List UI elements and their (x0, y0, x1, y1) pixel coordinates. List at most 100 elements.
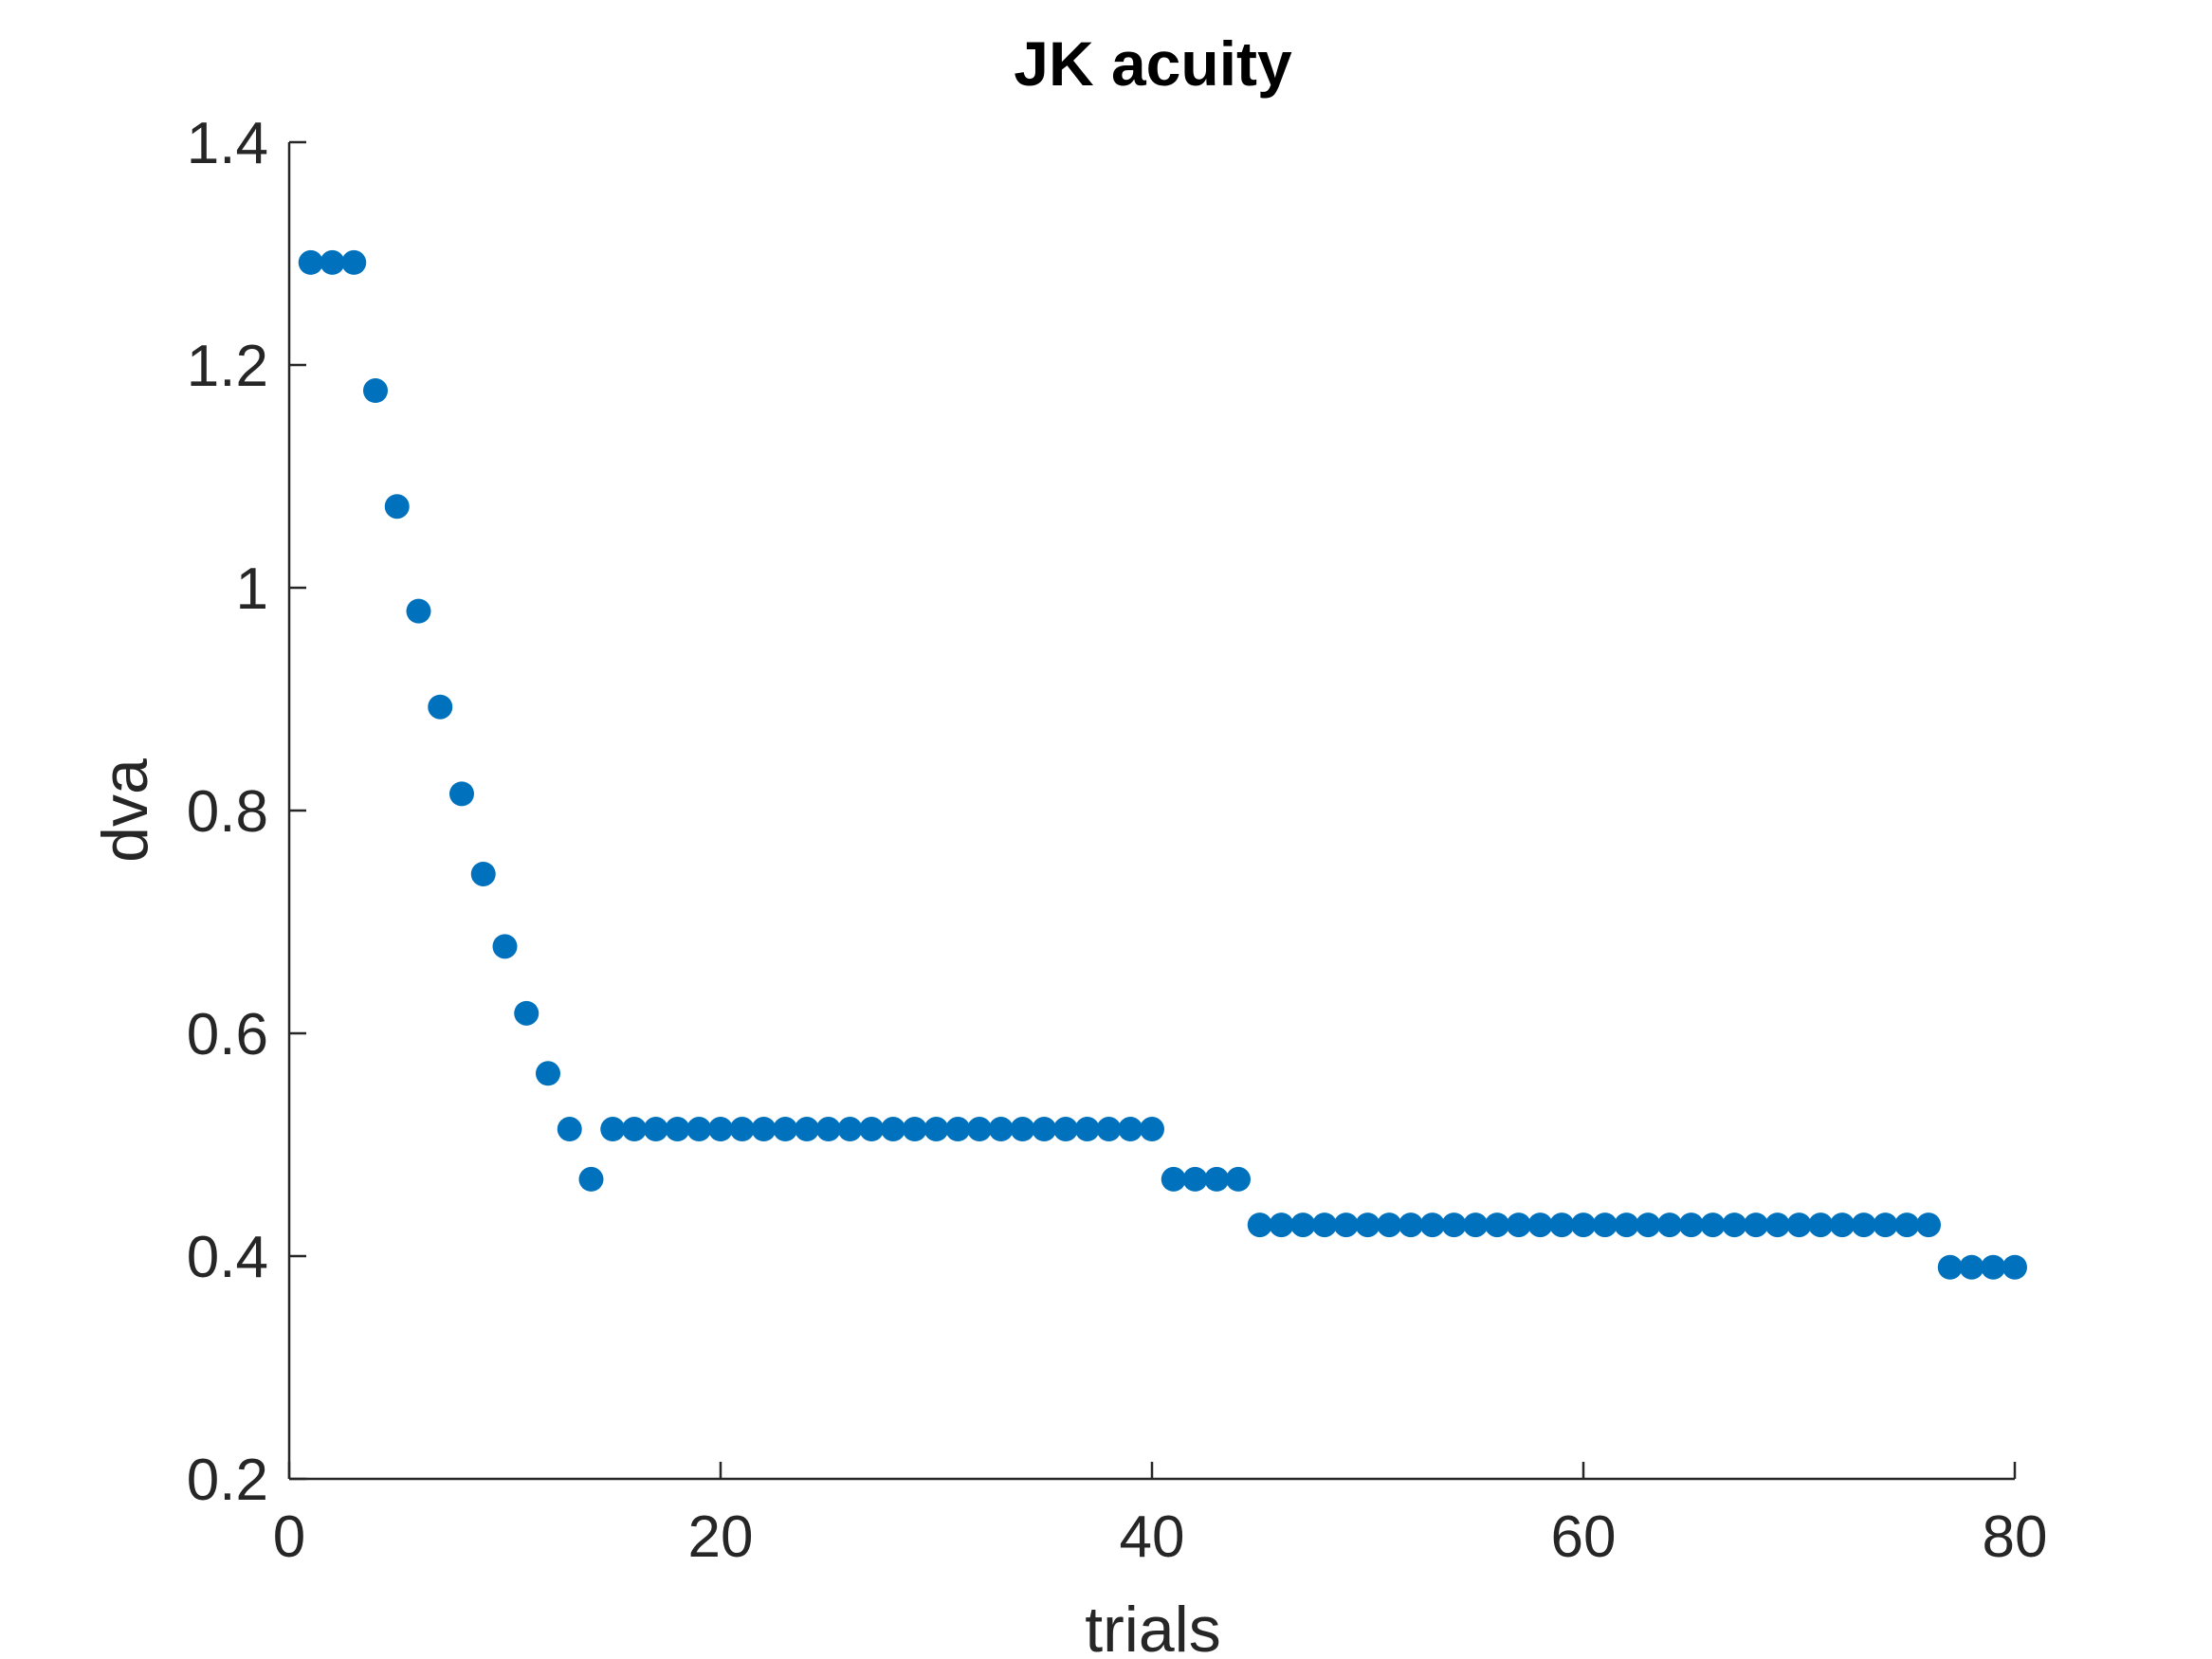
data-point (363, 378, 388, 404)
y-tick-label: 0.4 (187, 1225, 268, 1290)
data-point (837, 1117, 863, 1142)
y-axis-ticks: 0.2 0.4 0.6 0.8 1 1.2 1.4 (187, 111, 306, 1513)
data-point (988, 1117, 1014, 1142)
data-point (1074, 1117, 1100, 1142)
data-point (1355, 1212, 1380, 1238)
data-point (1614, 1212, 1639, 1238)
data-point (578, 1166, 604, 1192)
data-point (514, 1000, 539, 1026)
chart-title: JK acuity (1014, 28, 1292, 99)
data-point (341, 249, 367, 275)
data-point (643, 1117, 668, 1142)
data-point (1485, 1212, 1509, 1238)
data-point (923, 1117, 949, 1142)
data-point (1937, 1254, 1963, 1280)
data-point (1571, 1212, 1596, 1238)
data-point (708, 1117, 733, 1142)
y-tick-label: 0.2 (187, 1448, 268, 1513)
data-point (1851, 1212, 1876, 1238)
data-point (773, 1117, 798, 1142)
data-point (881, 1117, 905, 1142)
data-point (2002, 1254, 2027, 1280)
data-point (1398, 1212, 1423, 1238)
data-point (1010, 1117, 1035, 1142)
data-point (536, 1061, 560, 1086)
data-point (622, 1117, 647, 1142)
data-point (1441, 1212, 1467, 1238)
data-point (1678, 1212, 1704, 1238)
data-point (1161, 1166, 1186, 1192)
data-point (1377, 1212, 1402, 1238)
data-point (1894, 1212, 1920, 1238)
y-tick-label: 0.6 (187, 1002, 268, 1067)
data-point (1657, 1212, 1682, 1238)
data-point (1636, 1212, 1661, 1238)
data-point (406, 598, 431, 624)
data-point (1592, 1212, 1618, 1238)
data-points (298, 249, 2027, 1280)
data-point (1786, 1212, 1812, 1238)
data-point (1182, 1166, 1208, 1192)
data-point (1419, 1212, 1445, 1238)
y-tick-label: 1 (236, 556, 268, 622)
data-point (1463, 1212, 1489, 1238)
data-point (298, 249, 323, 275)
data-point (1873, 1212, 1898, 1238)
data-point (859, 1117, 885, 1142)
x-tick-label: 20 (688, 1504, 754, 1570)
data-point (600, 1117, 626, 1142)
data-point (1333, 1212, 1359, 1238)
data-point (1118, 1117, 1143, 1142)
data-point (1808, 1212, 1834, 1238)
y-tick-label: 0.8 (187, 779, 268, 845)
data-point (795, 1117, 819, 1142)
data-point (1700, 1212, 1726, 1238)
y-tick-label: 1.2 (187, 334, 268, 399)
data-point (1269, 1212, 1294, 1238)
data-point (1527, 1212, 1553, 1238)
data-point (1981, 1254, 2006, 1280)
data-point (686, 1117, 712, 1142)
x-tick-label: 0 (273, 1504, 305, 1570)
data-point (1204, 1166, 1230, 1192)
data-point (1506, 1212, 1531, 1238)
data-point (1959, 1254, 1984, 1280)
data-point (1722, 1212, 1747, 1238)
data-point (1032, 1117, 1057, 1142)
data-point (1140, 1117, 1164, 1142)
data-point (1226, 1166, 1251, 1192)
x-tick-label: 60 (1551, 1504, 1617, 1570)
data-point (492, 934, 518, 959)
x-tick-label: 80 (1983, 1504, 2048, 1570)
data-point (1764, 1212, 1790, 1238)
data-point (449, 781, 474, 807)
x-axis-label: trials (1085, 1594, 1221, 1659)
data-point (1247, 1212, 1272, 1238)
data-point (470, 861, 496, 886)
data-point (384, 494, 410, 520)
data-point (665, 1117, 690, 1142)
data-point (320, 249, 345, 275)
data-point (1290, 1212, 1316, 1238)
data-point (1053, 1117, 1078, 1142)
data-point (1916, 1212, 1941, 1238)
y-axis-label: dva (89, 758, 161, 863)
data-point (1830, 1212, 1855, 1238)
data-point (428, 694, 453, 720)
data-point (815, 1117, 841, 1142)
data-point (1312, 1212, 1337, 1238)
data-point (902, 1117, 927, 1142)
data-point (729, 1117, 755, 1142)
x-axis-ticks: 0 20 40 60 80 (273, 1462, 2048, 1570)
data-point (1744, 1212, 1768, 1238)
y-tick-label: 1.4 (187, 111, 268, 176)
data-point (967, 1117, 992, 1142)
data-point (1096, 1117, 1122, 1142)
data-point (751, 1117, 777, 1142)
data-point (1549, 1212, 1575, 1238)
x-tick-label: 40 (1120, 1504, 1185, 1570)
data-point (557, 1117, 582, 1142)
plot-area: 0 20 40 60 80 0.2 0.4 0.6 0.8 1 1.2 1.4 (187, 111, 2048, 1570)
data-point (945, 1117, 971, 1142)
